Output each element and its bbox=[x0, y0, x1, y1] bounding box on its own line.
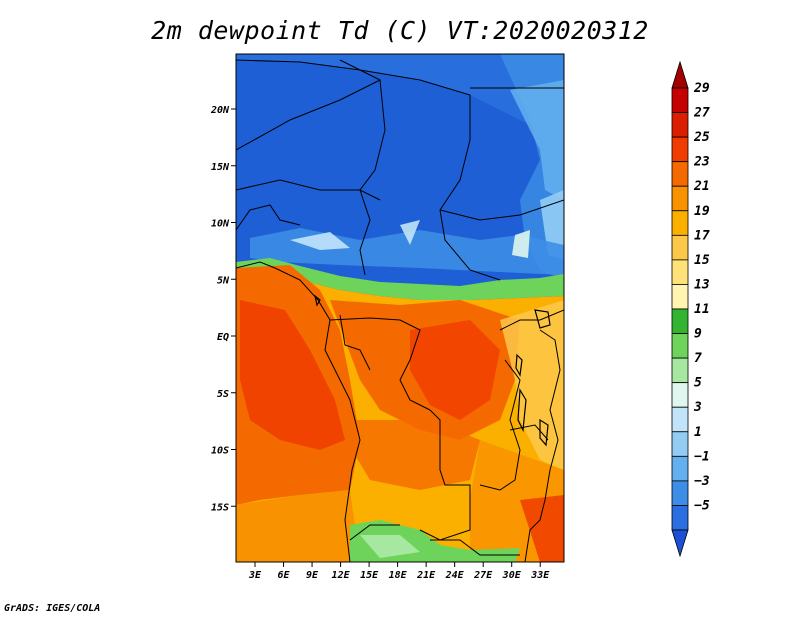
colorbar-label: −3 bbox=[694, 474, 710, 489]
lat-tick-label: 10N bbox=[211, 219, 230, 230]
lon-tick-label: 21E bbox=[416, 570, 436, 581]
colorbar-top-arrow bbox=[671, 60, 689, 89]
south-pale-green bbox=[360, 535, 420, 558]
colorbar-box bbox=[671, 406, 689, 433]
colorbar-box bbox=[671, 284, 689, 310]
highland-pale-3 bbox=[512, 230, 530, 258]
blue-band-north bbox=[236, 54, 564, 140]
country-borders bbox=[236, 59, 564, 562]
lon-tick-label: 30E bbox=[502, 570, 522, 581]
colorbar-box bbox=[671, 234, 689, 261]
colorbar-label: 11 bbox=[694, 302, 710, 317]
colorbar-box bbox=[671, 161, 689, 187]
colorbar-label: 3 bbox=[693, 400, 702, 415]
highland-pale-2 bbox=[400, 220, 420, 245]
lat-tick-label: 15N bbox=[211, 162, 230, 173]
colorbar-label: 13 bbox=[694, 277, 710, 292]
colorbar-label: 17 bbox=[694, 228, 710, 243]
colorbar-label: 19 bbox=[694, 204, 710, 219]
colorbar-box bbox=[671, 455, 689, 482]
lon-tick-label: 9E bbox=[306, 570, 319, 581]
south-orange-west bbox=[236, 490, 360, 562]
colorbar-label: −5 bbox=[694, 498, 710, 513]
colorbar-label: 29 bbox=[693, 81, 710, 96]
lightblue-band-east bbox=[510, 80, 564, 200]
lon-tick-label: 3E bbox=[248, 570, 262, 581]
colorbar-box bbox=[671, 259, 689, 285]
colorbar-label: 15 bbox=[694, 253, 710, 268]
colorbar-label: 23 bbox=[693, 155, 710, 170]
colorbar-box bbox=[671, 431, 689, 457]
colorbar-box bbox=[671, 357, 689, 384]
colorbar-box bbox=[671, 136, 689, 163]
latitude-axis: 20N 15N 10N 5N EQ 5S 10S 15S bbox=[210, 105, 236, 513]
lon-tick-label: 18E bbox=[389, 570, 408, 581]
pale-blue-east bbox=[540, 190, 564, 260]
green-transition-band bbox=[236, 258, 564, 300]
lon-tick-label: 12E bbox=[332, 570, 351, 581]
lat-tick-label: 15S bbox=[211, 502, 229, 513]
lon-tick-label: 6E bbox=[278, 570, 291, 581]
lat-tick-label: 20N bbox=[210, 105, 230, 116]
lat-tick-label: EQ bbox=[217, 332, 229, 343]
colorbar-box bbox=[671, 382, 689, 408]
map-frame bbox=[235, 53, 565, 563]
colorbar-box bbox=[671, 505, 689, 531]
colorbar-box bbox=[671, 185, 689, 212]
highland-pale-1 bbox=[290, 232, 350, 250]
colorbar-label: 7 bbox=[694, 351, 702, 366]
lon-tick-label: 24E bbox=[445, 570, 465, 581]
lon-tick-label: 27E bbox=[473, 570, 493, 581]
congo-core bbox=[410, 320, 500, 420]
colorbar-label: 21 bbox=[693, 179, 710, 194]
grads-credit: GrADS: IGES/COLA bbox=[4, 603, 101, 614]
colorbar-box bbox=[671, 480, 689, 506]
colorbar-label: 27 bbox=[693, 106, 710, 121]
atlantic-red-orange bbox=[240, 300, 345, 450]
lake-outlines bbox=[314, 294, 551, 447]
map-title: 2m dewpoint Td (C) VT:2020020312 bbox=[151, 16, 649, 45]
lat-tick-label: 10S bbox=[211, 446, 229, 457]
colorbar-label: 1 bbox=[694, 425, 702, 440]
angola-orange bbox=[350, 420, 480, 490]
colorbar-label: 9 bbox=[694, 327, 702, 342]
colorbar-label: −1 bbox=[694, 449, 710, 464]
colorbar-box bbox=[671, 112, 689, 138]
map-plot-area bbox=[236, 54, 564, 562]
colorbar-box bbox=[671, 333, 689, 359]
lat-tick-label: 5N bbox=[217, 275, 230, 286]
colorbar-bottom-arrow bbox=[671, 529, 689, 558]
colorbar-label: 5 bbox=[694, 376, 702, 391]
lat-tick-label: 5S bbox=[217, 389, 229, 400]
mozambique-red bbox=[520, 495, 564, 562]
lon-tick-label: 15E bbox=[360, 570, 379, 581]
colorbar-box bbox=[671, 210, 689, 236]
colorbar-box bbox=[671, 308, 689, 334]
lon-tick-label: 33E bbox=[530, 570, 550, 581]
colorbar-label: 25 bbox=[693, 130, 710, 145]
longitude-axis: 3E 6E 9E 12E 15E 18E 21E 24E 27E 30E 33E bbox=[248, 562, 550, 581]
colorbar: 29 27 25 23 21 19 17 15 13 11 9 7 5 3 1 −1 −3 −5 bbox=[671, 60, 710, 558]
colorbar-box bbox=[671, 87, 689, 113]
